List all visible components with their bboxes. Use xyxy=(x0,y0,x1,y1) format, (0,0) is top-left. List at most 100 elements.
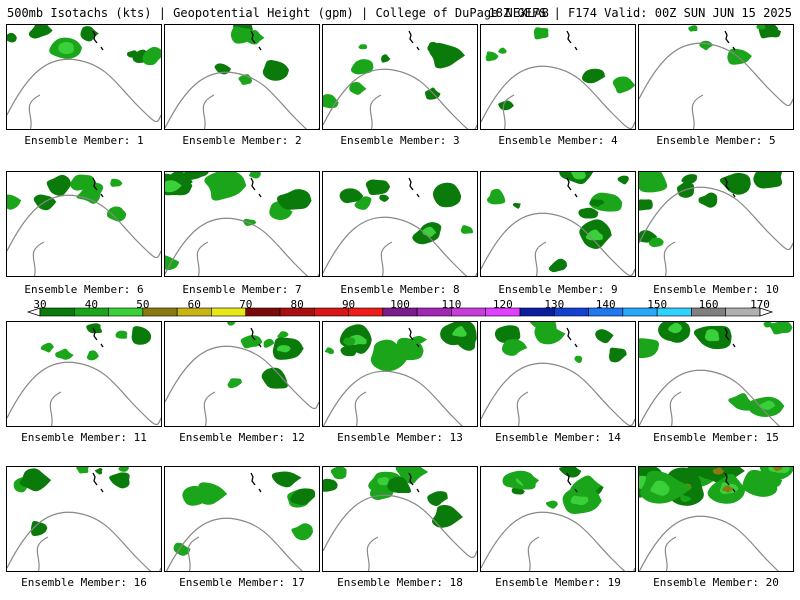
isotach-contour xyxy=(589,192,623,212)
member-map xyxy=(481,27,635,129)
isotach-contour xyxy=(617,175,629,185)
isotach-contour xyxy=(277,189,312,210)
colorbar-high-arrow xyxy=(759,307,774,317)
isotach-contour xyxy=(109,472,130,489)
island-mark xyxy=(92,177,98,191)
island-mark xyxy=(566,472,572,486)
member-map xyxy=(7,323,161,426)
isotach-contour xyxy=(639,172,668,193)
isotach-contour xyxy=(639,338,660,359)
island-mark xyxy=(250,30,256,44)
colorbar-swatch xyxy=(382,307,418,317)
isotach-contour xyxy=(431,504,463,528)
isotach-contour xyxy=(585,229,603,241)
ensemble-member-label: Ensemble Member: 19 xyxy=(495,576,621,589)
isotach-contour xyxy=(517,475,540,489)
isotach-contour xyxy=(460,225,474,234)
island-mark xyxy=(724,327,730,341)
member-map xyxy=(481,322,635,426)
island-mark xyxy=(100,46,104,51)
colorbar-swatch xyxy=(416,307,452,317)
isotach-contour xyxy=(94,468,103,475)
ensemble-member-label: Ensemble Member: 15 xyxy=(653,431,779,444)
colorbar-swatch xyxy=(691,307,727,317)
isotach-contour xyxy=(570,172,586,180)
ensemble-panel-5 xyxy=(638,24,794,130)
ensemble-member-label: Ensemble Member: 7 xyxy=(182,283,302,296)
island-mark xyxy=(416,343,420,348)
ensemble-panel-15 xyxy=(638,321,794,427)
isotach-contour xyxy=(668,322,683,334)
colorbar-swatch xyxy=(519,307,555,317)
island-mark xyxy=(408,30,414,44)
isotach-contour xyxy=(609,347,627,363)
colorbar-scale xyxy=(26,307,774,317)
coastline xyxy=(7,361,161,426)
member-map xyxy=(639,467,793,571)
coastline xyxy=(639,369,793,426)
ensemble-member-label: Ensemble Member: 13 xyxy=(337,431,463,444)
isotach-contour xyxy=(427,491,448,507)
ensemble-member-label: Ensemble Member: 12 xyxy=(179,431,305,444)
isotach-contour xyxy=(512,202,521,209)
isotach-contour xyxy=(722,485,734,493)
coastline xyxy=(7,194,161,259)
island-mark xyxy=(724,472,730,486)
ensemble-panel-13 xyxy=(322,321,478,427)
coastline xyxy=(481,362,635,426)
ensemble-member-label: Ensemble Member: 3 xyxy=(340,134,460,147)
ensemble-member-label: Ensemble Member: 17 xyxy=(179,576,305,589)
member-map xyxy=(481,467,635,571)
isotach-contour xyxy=(350,59,374,75)
coastline xyxy=(7,58,161,123)
island-mark xyxy=(416,193,420,198)
island-mark xyxy=(732,46,736,51)
isotach-contour xyxy=(182,485,208,506)
isotach-contour xyxy=(110,178,123,187)
colorbar-swatch xyxy=(725,307,761,317)
colorbar-swatch xyxy=(108,307,144,317)
isotach-contour xyxy=(545,500,558,509)
isotach-contour xyxy=(118,467,129,472)
isotach-contour xyxy=(548,258,567,273)
isotach-contour xyxy=(263,338,275,348)
isotach-contour xyxy=(772,467,784,472)
isotach-contour xyxy=(142,46,161,66)
isotach-contour xyxy=(227,322,236,326)
isotach-contour xyxy=(486,188,506,205)
isotach-contour xyxy=(276,345,291,353)
colorbar-swatch xyxy=(451,307,487,317)
isotach-contour xyxy=(343,337,356,346)
member-map xyxy=(639,322,793,426)
isotach-contour xyxy=(19,468,52,492)
isotach-contour xyxy=(370,339,409,372)
isotach-contour xyxy=(165,255,180,271)
isotach-contour xyxy=(40,342,54,353)
coastline xyxy=(639,515,779,571)
island-mark xyxy=(732,193,736,198)
coastline xyxy=(32,241,45,276)
colorbar-swatch xyxy=(279,307,315,317)
isotach-contour xyxy=(501,339,528,356)
ensemble-member-label: Ensemble Member: 11 xyxy=(21,431,147,444)
island-mark xyxy=(258,193,262,198)
isotach-contour xyxy=(589,199,605,207)
coastline xyxy=(323,494,477,559)
colorbar-swatch xyxy=(622,307,658,317)
ensemble-member-label: Ensemble Member: 4 xyxy=(498,134,618,147)
ensemble-member-label: Ensemble Member: 20 xyxy=(653,576,779,589)
island-mark xyxy=(574,193,578,198)
isotach-contour xyxy=(387,476,412,494)
coastline xyxy=(502,94,515,129)
colorbar-swatch xyxy=(73,307,109,317)
island-mark xyxy=(724,30,730,44)
isotach-contour xyxy=(115,330,128,339)
ensemble-member-label: Ensemble Member: 16 xyxy=(21,576,147,589)
isotach-contour xyxy=(612,76,635,94)
isotach-contour xyxy=(728,393,754,411)
map-title: 500mb Isotachs (kts) | Geopotential Heig… xyxy=(7,6,549,20)
ensemble-member-label: Ensemble Member: 6 xyxy=(24,283,144,296)
island-mark xyxy=(92,30,98,44)
island-mark xyxy=(100,488,104,493)
coastline xyxy=(7,511,161,571)
